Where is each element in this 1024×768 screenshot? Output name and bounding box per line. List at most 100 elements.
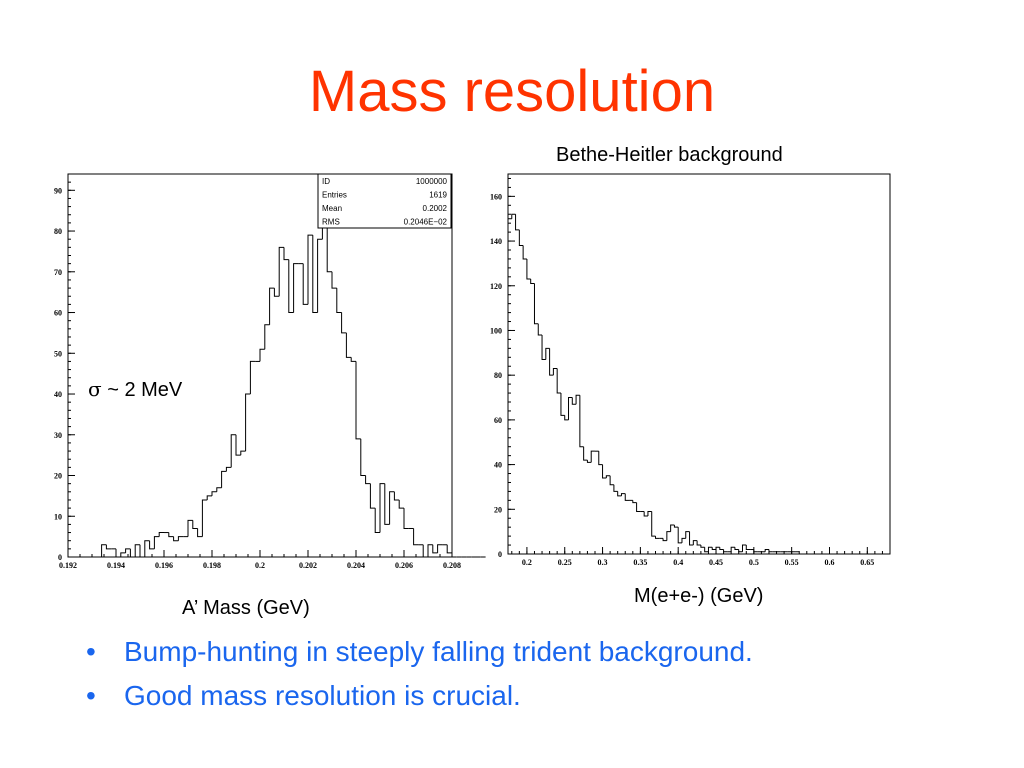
histogram-bin xyxy=(211,491,217,496)
x-tick-label: 0.45 xyxy=(709,558,723,567)
histogram-bin xyxy=(734,547,739,551)
plot-frame xyxy=(507,173,891,555)
histogram-bin xyxy=(613,484,618,492)
chart2-title: Bethe-Heitler background xyxy=(556,144,783,166)
histogram-bin xyxy=(533,283,539,325)
histogram-bin xyxy=(609,475,614,486)
histogram-bin xyxy=(259,348,265,362)
y-tick-label: 90 xyxy=(54,186,62,195)
histogram-bin xyxy=(636,502,641,513)
histogram-bin xyxy=(620,493,626,496)
histogram-bin xyxy=(389,491,395,525)
histogram-bin xyxy=(579,395,584,448)
histogram-bin xyxy=(507,218,512,554)
histogram-bin xyxy=(745,545,751,551)
histogram-bin xyxy=(283,247,289,261)
histogram-bin xyxy=(689,531,694,546)
histogram-bin xyxy=(437,544,443,553)
histogram-bin xyxy=(738,549,743,553)
background-histogram-chart: 0.2 0.25 0.3 0.35 0.4 0.45 0.5 0.55 0.6 0.65 0 20 40… xyxy=(490,173,891,567)
histogram-bin xyxy=(245,393,251,452)
histogram-bin xyxy=(187,519,193,537)
slide-title: Mass resolution xyxy=(308,59,716,124)
y-tick-label: 160 xyxy=(490,192,502,201)
histogram-bin xyxy=(125,548,131,553)
histogram-bin xyxy=(427,544,433,557)
x-tick-label: 0.5 xyxy=(749,558,759,567)
histogram-bin xyxy=(549,348,554,376)
histogram-bin xyxy=(564,415,569,421)
histogram-bin xyxy=(144,540,150,557)
x-tick-label: 0.2 xyxy=(255,561,265,570)
y-tick-label: 30 xyxy=(54,431,62,440)
bullet-dot: • xyxy=(86,680,96,711)
bullet-text: Good mass resolution is crucial. xyxy=(124,680,521,711)
histogram-bin xyxy=(526,258,531,280)
histogram-bin xyxy=(696,540,701,546)
y-tick-label: 40 xyxy=(54,390,62,399)
histogram-bin xyxy=(666,531,671,541)
histogram-bin xyxy=(302,263,308,305)
histogram-bin xyxy=(331,271,337,289)
histogram-bin xyxy=(515,214,520,231)
bullet-list: • Bump-hunting in steeply falling trident… xyxy=(86,630,753,718)
histogram-bin xyxy=(522,245,527,260)
histogram-bin xyxy=(583,446,588,461)
histogram-bin xyxy=(168,532,174,538)
stats-value: 1000000 xyxy=(416,177,448,186)
histogram-bin xyxy=(511,213,516,219)
histogram-bin xyxy=(741,544,747,552)
histogram-bin xyxy=(673,524,679,528)
histogram-bin xyxy=(139,544,145,558)
chart1-xlabel: A’ Mass (GeV) xyxy=(182,597,310,619)
mass-histogram-chart: 0.192 0.194 0.196 0.198 0.2 0.202 0.204 0.206 0.… xyxy=(54,173,486,570)
histogram-bin xyxy=(384,483,390,525)
histogram-bin xyxy=(173,536,179,542)
histogram-bin xyxy=(221,470,227,488)
histogram-bin xyxy=(518,229,524,247)
stats-value: 1619 xyxy=(429,191,447,200)
histogram-bin xyxy=(105,544,112,550)
histogram-bin xyxy=(120,552,126,557)
histogram-bin xyxy=(715,546,720,550)
y-tick-label: 120 xyxy=(490,282,502,291)
x-tick-label: 0.65 xyxy=(860,558,874,567)
histogram-bin xyxy=(586,460,592,463)
x-tick-label: 0.198 xyxy=(203,561,221,570)
y-tick-label: 60 xyxy=(494,416,502,425)
histogram-bin xyxy=(134,544,140,557)
histogram-bin xyxy=(149,540,155,550)
histogram-bin xyxy=(707,546,713,552)
histogram-bin xyxy=(374,508,380,534)
y-tick-label: 60 xyxy=(54,309,62,318)
histogram-bin xyxy=(307,234,313,305)
histogram-bin xyxy=(590,450,595,463)
y-tick-label: 0 xyxy=(58,553,62,562)
histogram-bin xyxy=(312,235,318,314)
x-tick-label: 0.25 xyxy=(558,558,572,567)
histogram-bin xyxy=(230,434,236,468)
x-tick-label: 0.6 xyxy=(824,558,834,567)
histogram-bin xyxy=(326,214,332,273)
histogram-bin xyxy=(545,347,550,360)
histogram-bin xyxy=(403,508,409,529)
histogram-bin xyxy=(451,552,457,558)
histogram-bin xyxy=(541,334,546,361)
histogram-bin xyxy=(537,323,543,336)
bullet-item: • Bump-hunting in steeply falling trident… xyxy=(86,630,753,674)
histogram-bin xyxy=(398,499,404,509)
histogram-bin xyxy=(700,545,705,548)
histogram-bin xyxy=(413,528,419,546)
sigma-annotation-text: ~ 2 MeV xyxy=(101,379,183,401)
histogram-bin xyxy=(360,438,366,477)
histogram-bin xyxy=(552,367,558,376)
histogram-bin xyxy=(711,547,717,551)
histogram-bin xyxy=(647,511,652,516)
x-tick-label: 0.35 xyxy=(633,558,647,567)
histogram-bin xyxy=(617,491,622,497)
histogram-bin xyxy=(192,520,198,529)
histogram-bin xyxy=(240,450,246,456)
histogram-bin xyxy=(560,393,565,416)
histogram-bin xyxy=(264,324,270,350)
